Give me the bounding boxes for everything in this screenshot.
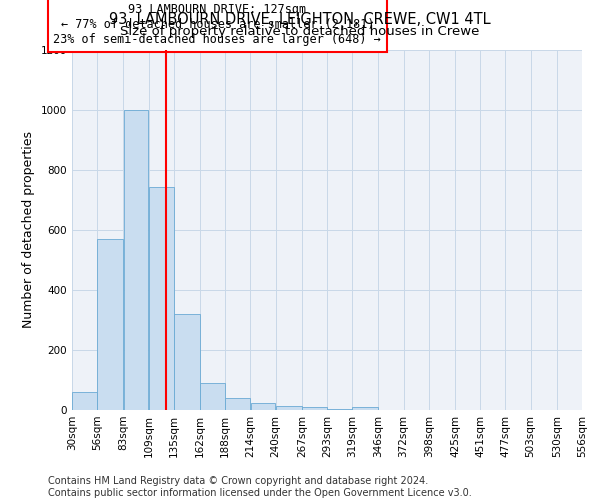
Text: 93, LAMBOURN DRIVE, LEIGHTON, CREWE, CW1 4TL: 93, LAMBOURN DRIVE, LEIGHTON, CREWE, CW1…	[109, 12, 491, 28]
Bar	[97, 239, 123, 410]
Text: Contains HM Land Registry data © Crown copyright and database right 2024.
Contai: Contains HM Land Registry data © Crown c…	[48, 476, 472, 498]
Bar	[174, 314, 200, 410]
Y-axis label: Number of detached properties: Number of detached properties	[22, 132, 35, 328]
Bar	[327, 408, 352, 410]
Bar	[124, 110, 148, 410]
Bar	[72, 392, 97, 410]
Bar	[302, 407, 327, 410]
Bar	[226, 398, 250, 410]
Text: 93 LAMBOURN DRIVE: 127sqm
← 77% of detached houses are smaller (2,181)
23% of se: 93 LAMBOURN DRIVE: 127sqm ← 77% of detac…	[53, 4, 381, 46]
Bar	[276, 406, 302, 410]
Bar	[149, 186, 173, 410]
Bar	[251, 402, 275, 410]
Text: Size of property relative to detached houses in Crewe: Size of property relative to detached ho…	[121, 25, 479, 38]
Bar	[200, 383, 225, 410]
Bar	[352, 407, 378, 410]
